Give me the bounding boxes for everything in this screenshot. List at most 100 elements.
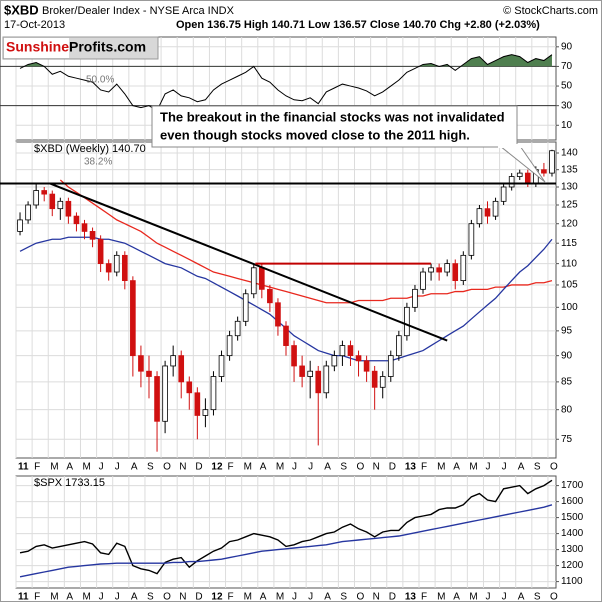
y-tick-label: 100	[561, 302, 578, 313]
candle-body	[73, 215, 80, 225]
candle-body	[541, 169, 547, 174]
x-tick-label: 11	[18, 462, 29, 473]
x-tick-label: A	[131, 462, 138, 473]
x-tick-label: S	[534, 592, 541, 602]
candle-body	[315, 370, 322, 394]
logo-text: Sunshine	[6, 39, 69, 55]
x-tick-label: A	[324, 592, 331, 602]
y-tick-label: 70	[561, 61, 573, 72]
candle-body	[275, 302, 281, 327]
y-tick-label: 1200	[561, 560, 584, 571]
x-tick-label: O	[163, 462, 171, 473]
y-tick-label: 90	[561, 41, 573, 52]
candle-body	[226, 335, 233, 357]
candle-body	[476, 208, 483, 225]
y-tick-label: 140	[561, 148, 578, 159]
candle-body	[379, 376, 386, 388]
x-tick-label: N	[179, 592, 186, 602]
x-tick-label: A	[518, 592, 525, 602]
x-tick-label: M	[244, 462, 252, 473]
x-tick-label: M	[469, 592, 477, 602]
overbought-fill	[24, 54, 552, 67]
y-tick-label: 10	[561, 120, 573, 131]
x-tick-label: J	[308, 592, 313, 602]
candle-body	[460, 254, 467, 282]
candle-body	[146, 370, 152, 377]
candle-body	[113, 254, 120, 273]
fib-label: 50.0%	[86, 75, 114, 86]
y-tick-label: 30	[561, 100, 573, 111]
x-tick-label: F	[228, 592, 234, 602]
x-tick-label: S	[147, 592, 154, 602]
candle-body	[363, 360, 370, 372]
x-tick-label: D	[389, 592, 396, 602]
candle-body	[138, 355, 144, 372]
x-tick-label: F	[228, 462, 234, 473]
x-tick-label: N	[373, 462, 380, 473]
quote: Open 136.75 High 140.71 Low 136.57 Close…	[176, 19, 540, 31]
candle-body	[428, 267, 434, 273]
y-tick-label: 95	[561, 325, 573, 336]
panel-title: $SPX 1733.15	[34, 477, 105, 489]
line-series	[19, 479, 553, 575]
candle-body	[186, 381, 193, 394]
candle-body	[194, 392, 201, 416]
x-tick-label: J	[292, 592, 297, 602]
panel: 75 80 85 90 95 100 105 110 115 120 125 130 135 140 11 F…	[0, 141, 578, 473]
y-tick-label: 75	[561, 434, 573, 445]
x-tick-label: N	[179, 462, 186, 473]
line-series	[19, 54, 553, 112]
candle-body	[516, 172, 523, 177]
candle-body	[97, 238, 104, 265]
logo: Sunshine Profits.com	[2, 36, 159, 60]
candle-body	[339, 345, 346, 357]
x-tick-label: M	[469, 462, 477, 473]
x-tick-label: M	[82, 462, 90, 473]
candle-body	[444, 263, 451, 273]
candle-body	[33, 190, 39, 206]
candle-body	[242, 293, 249, 322]
fib-label: 38.2%	[84, 157, 112, 168]
x-tick-label: A	[66, 462, 73, 473]
candle-body	[347, 345, 354, 357]
symbol: $XBD	[4, 2, 39, 17]
candle-body	[299, 365, 305, 377]
candle-body	[492, 200, 499, 217]
x-tick-label: J	[99, 462, 104, 473]
candle-body	[323, 365, 330, 394]
x-tick-label: M	[244, 592, 252, 602]
candle-body	[452, 263, 459, 282]
x-tick-label: A	[260, 462, 267, 473]
y-tick-label: 110	[561, 258, 577, 269]
y-tick-label: 1300	[561, 544, 584, 555]
candle-body	[259, 267, 265, 290]
x-tick-label: J	[485, 592, 490, 602]
x-tick-label: N	[373, 592, 380, 602]
candle-body	[154, 376, 160, 422]
candle-body	[49, 193, 56, 210]
x-tick-label: D	[389, 462, 396, 473]
x-tick-label: 11	[18, 592, 29, 602]
candle-body	[387, 355, 394, 377]
candle-body	[89, 231, 96, 240]
panel-title: $XBD (Weekly) 140.70	[34, 143, 146, 155]
x-tick-label: M	[276, 592, 284, 602]
y-tick-label: 50	[561, 81, 573, 92]
callout-box	[151, 105, 518, 148]
plot-area	[15, 141, 557, 459]
candle-body	[396, 335, 402, 357]
candle-body	[283, 325, 289, 346]
y-tick-label: 85	[561, 377, 573, 388]
x-tick-label: J	[485, 462, 490, 473]
plot-area	[15, 475, 557, 589]
candle-body	[291, 345, 297, 367]
candle-body	[202, 409, 209, 416]
y-tick-label: 120	[561, 218, 578, 229]
candle-body	[170, 355, 176, 367]
y-tick-label: 115	[561, 238, 577, 249]
x-tick-label: A	[260, 592, 267, 602]
candle-body	[250, 267, 257, 295]
candle-body	[121, 254, 128, 282]
x-tick-label: A	[453, 462, 460, 473]
